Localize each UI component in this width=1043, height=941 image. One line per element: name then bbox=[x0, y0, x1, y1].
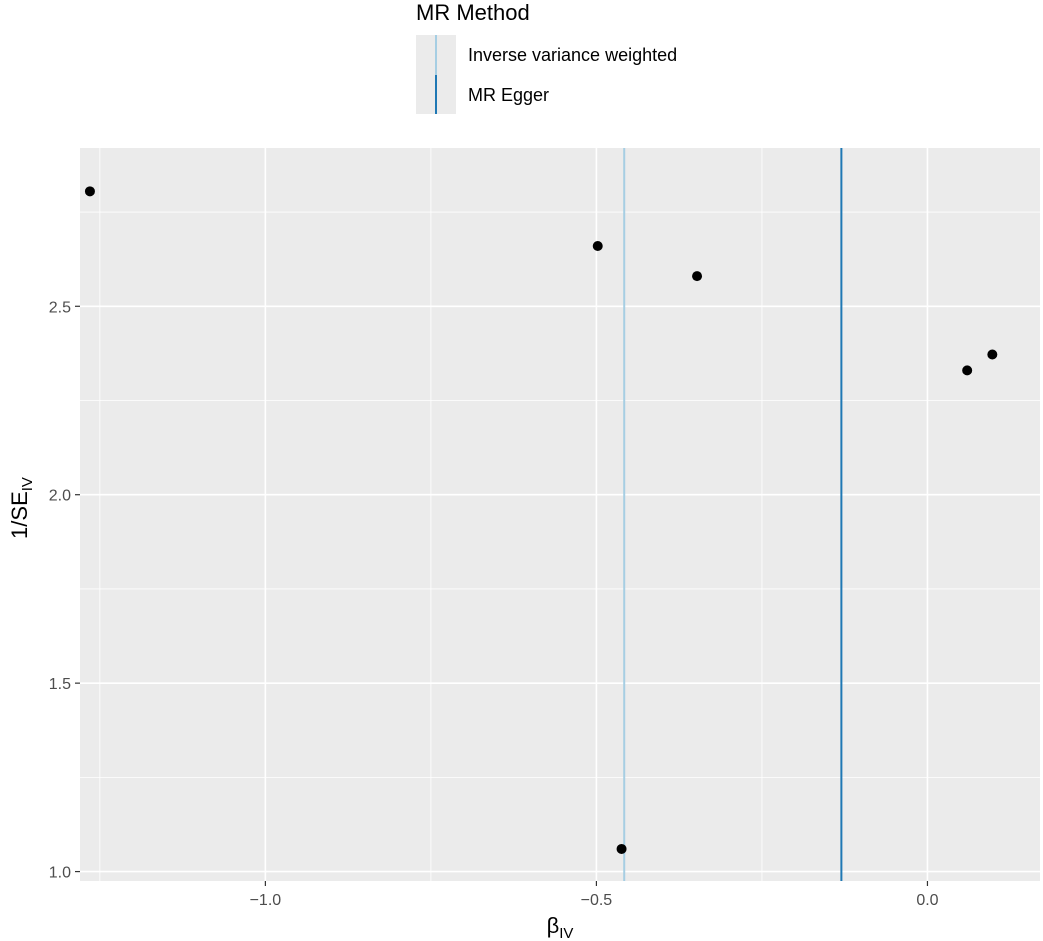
data-point bbox=[962, 365, 973, 376]
x-axis-title-main: β bbox=[547, 913, 560, 938]
data-points bbox=[84, 186, 998, 854]
x-tick-label: −0.5 bbox=[581, 892, 613, 909]
data-point bbox=[84, 186, 95, 197]
data-point bbox=[692, 271, 703, 282]
data-point bbox=[616, 843, 627, 854]
legend-label-mr-egger: MR Egger bbox=[468, 85, 549, 105]
grid-lines bbox=[80, 148, 1040, 881]
y-tick-label: 1.0 bbox=[49, 865, 71, 882]
x-tick-label: −1.0 bbox=[250, 892, 282, 909]
method-lines bbox=[623, 148, 843, 881]
y-tick-label: 1.5 bbox=[49, 676, 71, 693]
x-axis-title: βIV bbox=[547, 913, 574, 941]
legend-label-ivw: Inverse variance weighted bbox=[468, 45, 677, 65]
plot-panel bbox=[80, 148, 1040, 881]
y-tick-label: 2.5 bbox=[49, 299, 71, 316]
legend: MR Method Inverse variance weighted MR E… bbox=[416, 0, 677, 114]
y-axis-title-main: 1/SE bbox=[7, 491, 32, 539]
y-axis-title: 1/SEIV bbox=[7, 477, 36, 539]
y-tick-label: 2.0 bbox=[49, 488, 71, 505]
data-point bbox=[592, 240, 603, 251]
y-axis-title-sub: IV bbox=[19, 477, 36, 491]
axes: −1.0 −0.5 0.0 1.0 1.5 2.0 2.5 bbox=[49, 299, 939, 909]
x-axis-title-sub: IV bbox=[559, 925, 573, 941]
data-point bbox=[987, 349, 998, 360]
legend-title: MR Method bbox=[416, 0, 530, 25]
x-tick-label: 0.0 bbox=[916, 892, 938, 909]
